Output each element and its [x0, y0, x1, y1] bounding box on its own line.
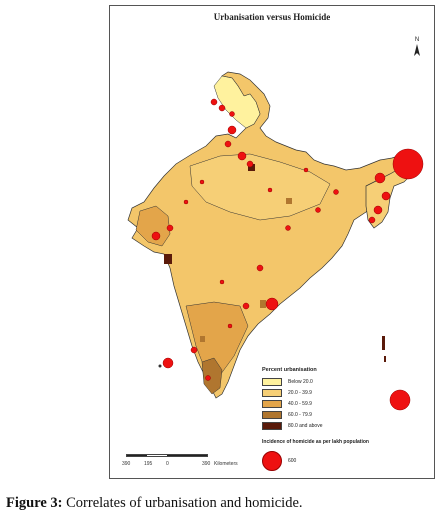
homicide-circle: [190, 346, 198, 354]
homicide-circle: [246, 160, 254, 168]
central-region: [189, 153, 331, 221]
urban-patch: [260, 300, 266, 308]
legend-swatch: [262, 388, 282, 397]
map-title: Urbanisation versus Homicide: [213, 12, 331, 22]
homicide-circle: [333, 189, 339, 195]
legend-swatch: [262, 377, 282, 386]
india-map: [127, 71, 424, 411]
homicide-circle: [285, 225, 291, 231]
homicide-circle: [315, 207, 321, 213]
scale-tick: 390: [122, 461, 131, 467]
legend-item: Below 20.0: [262, 376, 432, 387]
andaman-island: [382, 336, 385, 350]
homicide-circle: [265, 297, 279, 311]
homicide-circle: [242, 302, 250, 310]
homicide-circle: [199, 179, 205, 185]
legend-item: 80.0 and above: [262, 420, 432, 431]
caption-text: Correlates of urbanisation and homicide.: [66, 495, 303, 511]
homicide-circle: [389, 389, 411, 411]
legend-label: 80.0 and above: [288, 422, 323, 429]
homicide-circle: [166, 224, 174, 232]
urban-patch: [164, 254, 172, 264]
legend-swatch: [262, 410, 282, 419]
scale-tick: 390: [202, 461, 211, 467]
homicide-circle: [267, 187, 273, 193]
urban-patch: [286, 198, 292, 204]
legend-label: 20.0 - 39.9: [288, 389, 312, 396]
urban-patch: [248, 164, 255, 171]
homicide-circle: [205, 375, 211, 381]
homicide-circle: [227, 125, 237, 135]
map-frame: Urbanisation versus Homicide N: [109, 5, 435, 479]
legend-label: Below 20.0: [288, 378, 313, 385]
scale-bar: 390 195 0 390 Kilometers: [122, 454, 272, 474]
legend-swatch: [262, 421, 282, 430]
homicide-circle: [162, 357, 174, 369]
homicide-circle: [374, 172, 386, 184]
scale-bar-line: [126, 454, 208, 457]
legend-label: 60.0 - 79.9: [288, 411, 312, 418]
homicide-circle: [224, 140, 232, 148]
urban-patch: [200, 336, 205, 342]
scale-tick: 195: [144, 461, 153, 467]
homicide-circle: [210, 98, 218, 106]
urbanisation-legend: Percent urbanisation Below 20.0 20.0 - 3…: [262, 367, 432, 431]
homicide-circle: [303, 167, 309, 173]
scale-unit: Kilometers: [214, 461, 238, 467]
homicide-legend-value: 600: [288, 458, 297, 464]
homicide-circle: [218, 104, 226, 112]
homicide-circle: [237, 151, 247, 161]
legend-title: Percent urbanisation: [262, 367, 317, 373]
lakshadweep-island: [158, 364, 162, 368]
legend-item: 60.0 - 79.9: [262, 409, 432, 420]
south-region: [185, 301, 249, 379]
figure-caption: Figure 3: Correlates of urbanisation and…: [0, 495, 444, 512]
homicide-circle: [256, 264, 264, 272]
india-landmass: [127, 71, 411, 399]
legend-item: 40.0 - 59.9: [262, 398, 432, 409]
homicide-circle: [229, 111, 235, 117]
legend-label: 40.0 - 59.9: [288, 400, 312, 407]
homicide-circle: [219, 279, 225, 285]
legend-item: 20.0 - 39.9: [262, 387, 432, 398]
homicide-legend-symbol: [262, 451, 282, 471]
homicide-circle: [183, 199, 189, 205]
west-region: [135, 205, 171, 247]
homicide-circle: [381, 191, 391, 201]
south-tip-region: [201, 357, 223, 395]
nicobar-island: [384, 356, 386, 362]
north-arrow-icon: N: [410, 37, 424, 59]
legend-swatch: [262, 399, 282, 408]
homicide-circle: [151, 231, 161, 241]
homicide-circle: [373, 205, 383, 215]
scale-tick: 0: [166, 461, 169, 467]
homicide-legend-title: Incidence of homicide as per lakh popula…: [262, 439, 369, 445]
northern-region: [213, 75, 261, 129]
caption-prefix: Figure 3:: [6, 495, 63, 511]
homicide-circle: [227, 323, 233, 329]
homicide-circle: [392, 148, 424, 180]
north-arrow-label: N: [414, 37, 420, 43]
homicide-circle: [368, 216, 376, 224]
